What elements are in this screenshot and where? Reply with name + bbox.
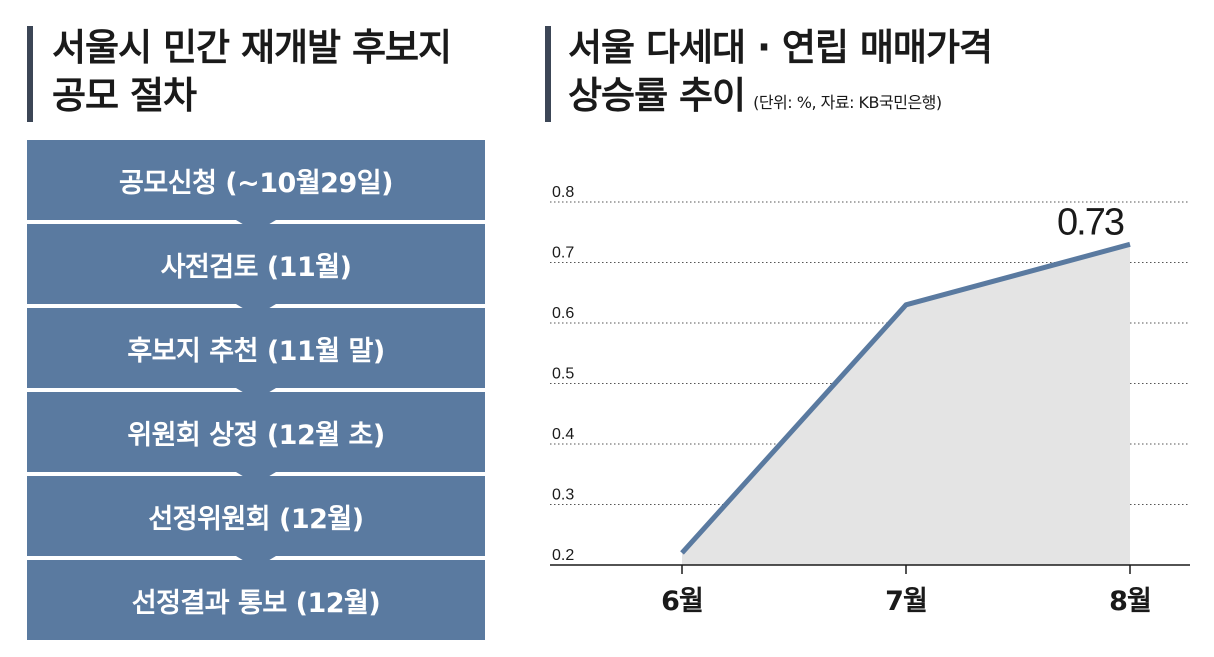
step-box: 위원회 상정 (12월 초) bbox=[27, 392, 485, 472]
y-tick-label: 0.7 bbox=[552, 245, 574, 262]
step-label: 위원회 상정 (12월 초) bbox=[127, 419, 385, 451]
right-title-line1: 서울 다세대 · 연립 매매가격 bbox=[568, 26, 993, 69]
right-title-accent-bar bbox=[545, 26, 551, 122]
step-box: 선정위원회 (12월) bbox=[27, 476, 485, 556]
series-line bbox=[680, 241, 1131, 555]
y-tick-label: 0.6 bbox=[552, 305, 574, 322]
right-title-line2-wrap: 상승률 추이 (단위: %, 자료: KB국민은행) bbox=[568, 72, 992, 127]
left-title-accent-bar bbox=[27, 26, 33, 122]
y-tick-label: 0.5 bbox=[552, 366, 574, 383]
procedure-flow: 공모신청 (~10월29일) 사전검토 (11월) 후보지 추천 (11월 말) 위원… bbox=[27, 140, 485, 640]
data-labels: 0.73 bbox=[1057, 201, 1126, 243]
x-tick-label: 6월 bbox=[661, 586, 703, 617]
y-tick-label: 0.3 bbox=[552, 487, 574, 504]
step-box: 공모신청 (~10월29일) bbox=[27, 140, 485, 220]
step-label: 선정위원회 (12월) bbox=[148, 503, 364, 535]
step-label: 선정결과 통보 (12월) bbox=[131, 587, 381, 619]
area-fill bbox=[682, 244, 1130, 565]
data-label: 0.73 bbox=[1057, 201, 1124, 243]
y-tick-label: 0.2 bbox=[552, 547, 574, 564]
step-box: 사전검토 (11월) bbox=[27, 224, 485, 304]
price-growth-chart: 0.8 0.7 0.6 0.5 0.4 0.3 0.2 6월 7월 8월 0.73 bbox=[550, 184, 1190, 617]
left-title-line2: 공모 절차 bbox=[52, 74, 197, 117]
left-title-line1: 서울시 민간 재개발 후보지 bbox=[52, 26, 452, 69]
x-tick-label: 8월 bbox=[1109, 586, 1151, 617]
x-tick-label: 7월 bbox=[885, 586, 927, 617]
unit-note: (단위: %, 자료: KB국민은행) bbox=[753, 93, 942, 112]
y-tick-label: 0.4 bbox=[552, 426, 574, 443]
step-box: 후보지 추천 (11월 말) bbox=[27, 308, 485, 388]
x-axis-ticks: 6월 7월 8월 bbox=[661, 565, 1152, 617]
y-tick-label: 0.8 bbox=[552, 184, 574, 201]
right-title-line2: 상승률 추이 bbox=[568, 74, 746, 117]
left-panel-title: 서울시 민간 재개발 후보지 공모 절차 bbox=[52, 24, 452, 120]
step-box: 선정결과 통보 (12월) bbox=[27, 560, 485, 640]
right-panel-title: 서울 다세대 · 연립 매매가격 상승률 추이 (단위: %, 자료: KB국민은… bbox=[568, 24, 993, 127]
step-label: 사전검토 (11월) bbox=[160, 251, 352, 283]
step-label: 공모신청 (~10월29일) bbox=[119, 167, 393, 199]
step-label: 후보지 추천 (11월 말) bbox=[127, 335, 385, 367]
y-axis-labels: 0.8 0.7 0.6 0.5 0.4 0.3 0.2 bbox=[552, 184, 574, 564]
